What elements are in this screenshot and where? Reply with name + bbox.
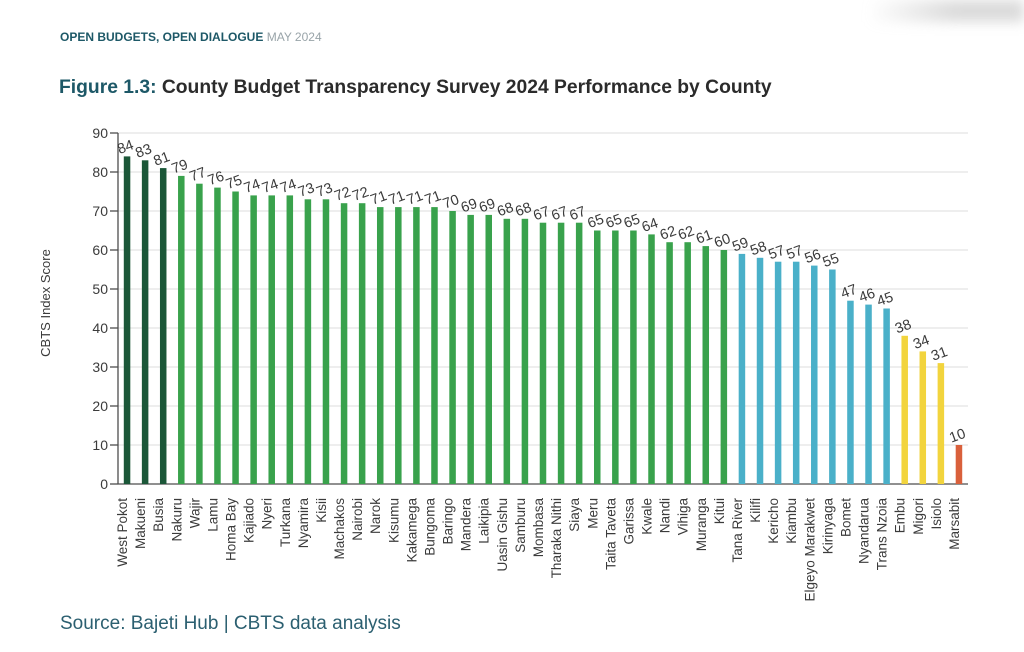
svg-text:67: 67 xyxy=(531,204,552,225)
svg-text:62: 62 xyxy=(658,223,679,244)
svg-text:79: 79 xyxy=(170,157,191,178)
svg-text:Kilifi: Kilifi xyxy=(748,498,763,523)
svg-text:Kitui: Kitui xyxy=(712,498,727,524)
svg-text:70: 70 xyxy=(92,203,108,219)
svg-text:Kirinyaga: Kirinyaga xyxy=(820,498,835,555)
svg-text:Narok: Narok xyxy=(368,498,383,534)
svg-text:55: 55 xyxy=(821,250,842,271)
svg-text:Uasin Gishu: Uasin Gishu xyxy=(495,498,510,572)
svg-text:68: 68 xyxy=(495,200,516,221)
svg-text:20: 20 xyxy=(92,398,108,414)
svg-text:Isiolo: Isiolo xyxy=(929,498,944,530)
svg-text:Turkana: Turkana xyxy=(278,498,293,548)
svg-text:Nyamira: Nyamira xyxy=(296,498,311,549)
svg-text:60: 60 xyxy=(92,242,108,258)
svg-text:69: 69 xyxy=(459,196,480,217)
svg-text:80: 80 xyxy=(92,164,108,180)
svg-text:Nandi: Nandi xyxy=(658,498,673,533)
svg-text:38: 38 xyxy=(893,317,914,338)
svg-text:81: 81 xyxy=(152,149,173,170)
svg-text:Nairobi: Nairobi xyxy=(350,498,365,541)
svg-text:90: 90 xyxy=(92,125,108,141)
svg-text:Samburu: Samburu xyxy=(513,498,528,553)
svg-text:57: 57 xyxy=(766,243,787,264)
svg-text:Kericho: Kericho xyxy=(766,498,781,544)
svg-text:Migori: Migori xyxy=(911,498,926,535)
svg-text:Siaya: Siaya xyxy=(567,498,582,532)
svg-text:64: 64 xyxy=(640,215,661,236)
svg-text:71: 71 xyxy=(405,188,426,209)
svg-text:67: 67 xyxy=(567,204,588,225)
svg-text:50: 50 xyxy=(92,281,108,297)
svg-text:0: 0 xyxy=(100,476,108,492)
svg-text:Kisii: Kisii xyxy=(314,498,329,523)
svg-text:Vihiga: Vihiga xyxy=(676,498,691,536)
svg-text:10: 10 xyxy=(947,426,968,447)
svg-text:Mandera: Mandera xyxy=(459,498,474,552)
svg-text:Muranga: Muranga xyxy=(694,498,709,552)
svg-text:Tana River: Tana River xyxy=(730,497,745,562)
svg-text:Nyandarua: Nyandarua xyxy=(857,498,872,565)
svg-text:65: 65 xyxy=(604,211,625,232)
svg-text:Baringo: Baringo xyxy=(441,498,456,545)
svg-text:Mombasa: Mombasa xyxy=(531,498,546,558)
svg-text:Kisumu: Kisumu xyxy=(386,498,401,543)
svg-text:Garissa: Garissa xyxy=(621,498,636,545)
svg-text:Kakamega: Kakamega xyxy=(404,498,419,563)
svg-text:West Pokot: West Pokot xyxy=(115,498,130,567)
svg-text:67: 67 xyxy=(549,204,570,225)
svg-text:Busia: Busia xyxy=(151,498,166,532)
svg-text:Bungoma: Bungoma xyxy=(422,498,437,556)
svg-text:Tharaka Nithi: Tharaka Nithi xyxy=(549,498,564,578)
svg-text:71: 71 xyxy=(387,188,408,209)
svg-text:10: 10 xyxy=(92,437,108,453)
svg-text:72: 72 xyxy=(332,184,353,205)
svg-text:83: 83 xyxy=(133,141,154,162)
svg-text:Meru: Meru xyxy=(585,498,600,529)
svg-text:Homa Bay: Homa Bay xyxy=(224,498,239,561)
svg-text:40: 40 xyxy=(92,320,108,336)
svg-text:31: 31 xyxy=(929,344,950,365)
svg-text:Trans Nzoia: Trans Nzoia xyxy=(875,498,890,571)
svg-text:73: 73 xyxy=(296,180,317,201)
svg-text:Kiambu: Kiambu xyxy=(784,498,799,544)
svg-text:74: 74 xyxy=(242,176,263,197)
svg-text:30: 30 xyxy=(92,359,108,375)
svg-text:Lamu: Lamu xyxy=(205,498,220,532)
svg-text:Makueni: Makueni xyxy=(133,498,148,549)
svg-text:65: 65 xyxy=(586,211,607,232)
svg-text:Kajiado: Kajiado xyxy=(242,498,257,543)
svg-text:Machakos: Machakos xyxy=(332,498,347,560)
svg-text:Taita Taveta: Taita Taveta xyxy=(603,498,618,570)
svg-text:Nyeri: Nyeri xyxy=(260,498,275,530)
svg-text:Laikipia: Laikipia xyxy=(477,498,492,544)
svg-text:Marsabit: Marsabit xyxy=(947,498,962,550)
svg-text:Elgeyo Marakwet: Elgeyo Marakwet xyxy=(802,498,817,602)
svg-text:71: 71 xyxy=(369,188,390,209)
svg-text:Nakuru: Nakuru xyxy=(169,498,184,542)
svg-text:Embu: Embu xyxy=(893,498,908,533)
svg-text:Kwale: Kwale xyxy=(640,498,655,535)
svg-text:45: 45 xyxy=(875,289,896,310)
svg-text:Bomet: Bomet xyxy=(838,498,853,537)
svg-text:74: 74 xyxy=(260,176,281,197)
svg-text:Wajir: Wajir xyxy=(187,498,202,529)
